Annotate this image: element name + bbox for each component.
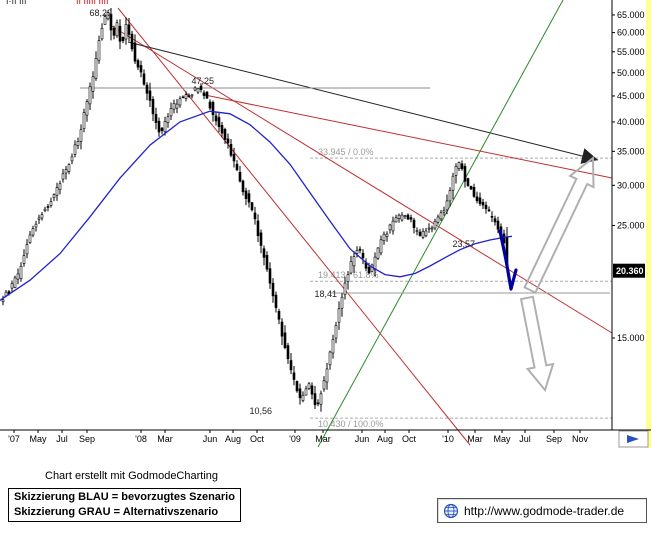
scroll-right-icon[interactable] (618, 430, 649, 448)
svg-text:50.000: 50.000 (617, 68, 645, 78)
svg-text:'10: '10 (442, 434, 454, 444)
x-axis-labels: '07 May Jul Sep '08 Mar Jun Aug Oct '09 Mar Jun Aug O… (8, 430, 588, 444)
gray-up-arrow-sketch (523, 155, 595, 294)
svg-text:Jul: Jul (56, 434, 68, 444)
globe-icon (443, 503, 459, 519)
svg-text:'08: '08 (135, 434, 147, 444)
clipped-header-text-red: ıı ııııı ıııı (76, 0, 109, 6)
created-with-text: Chart erstellt mit GodmodeCharting (45, 470, 219, 482)
svg-text:Mar: Mar (157, 434, 173, 444)
price-annotations: 68,29 47,25 23,57 18,41 10,56 (89, 8, 475, 416)
price-chart: ı·ıı ııı ıı ııııı ıııı 33.945 / 0.0% 19.413… (0, 0, 651, 450)
moving-average-line (0, 110, 513, 301)
svg-text:Mar: Mar (467, 434, 483, 444)
legend-blue-scenario-text: Skizzierung BLAU = bevorzugtes Szenario (14, 491, 235, 503)
svg-text:65.000: 65.000 (617, 10, 645, 20)
svg-text:Sep: Sep (546, 434, 562, 444)
svg-text:25.000: 25.000 (617, 220, 645, 230)
svg-text:45.000: 45.000 (617, 91, 645, 101)
svg-text:23,57: 23,57 (452, 239, 475, 249)
svg-text:18,41: 18,41 (314, 289, 337, 299)
svg-text:55.000: 55.000 (617, 47, 645, 57)
svg-text:'07: '07 (8, 434, 20, 444)
svg-text:Oct: Oct (402, 434, 417, 444)
current-price-box: 20.360 (613, 263, 645, 278)
svg-text:May: May (29, 434, 47, 444)
svg-text:Aug: Aug (225, 434, 241, 444)
svg-text:Oct: Oct (250, 434, 265, 444)
gray-down-arrow-sketch (519, 295, 555, 393)
trendlines (80, 0, 613, 448)
svg-text:68,29: 68,29 (89, 8, 112, 18)
svg-text:20.360: 20.360 (616, 266, 644, 276)
svg-text:10.430 / 100.0%: 10.430 / 100.0% (318, 419, 384, 429)
website-box: http://www.godmode-trader.de (437, 498, 647, 523)
candlestick-series (1, 8, 509, 412)
y-axis-labels: 65.000 60.000 55.000 50.000 45.000 40.000 35.0… (612, 10, 645, 343)
svg-text:'09: '09 (289, 434, 301, 444)
svg-text:30.000: 30.000 (617, 180, 645, 190)
svg-text:60.000: 60.000 (617, 28, 645, 38)
svg-text:May: May (493, 434, 511, 444)
svg-text:35.000: 35.000 (617, 146, 645, 156)
svg-text:Jun: Jun (203, 434, 218, 444)
svg-text:Mar: Mar (315, 434, 331, 444)
svg-text:Nov: Nov (572, 434, 589, 444)
website-url[interactable]: http://www.godmode-trader.de (464, 503, 625, 518)
svg-text:Sep: Sep (79, 434, 95, 444)
scenario-legend-box: Skizzierung BLAU = bevorzugtes Szenario … (8, 488, 241, 522)
blue-scenario-sketch (498, 229, 518, 291)
clipped-header-text-left: ı·ıı ııı (6, 0, 27, 6)
page-yellow-strip (646, 0, 651, 448)
chart-background (0, 0, 651, 450)
svg-text:Jul: Jul (519, 434, 531, 444)
svg-text:33.945 / 0.0%: 33.945 / 0.0% (318, 147, 374, 157)
legend-gray-scenario-text: Skizzierung GRAU = Alternativszenario (14, 506, 219, 518)
svg-text:Aug: Aug (377, 434, 393, 444)
svg-text:15.000: 15.000 (617, 333, 645, 343)
svg-text:10,56: 10,56 (249, 406, 272, 416)
svg-text:40.000: 40.000 (617, 117, 645, 127)
svg-text:47,25: 47,25 (191, 76, 214, 86)
svg-text:Jun: Jun (355, 434, 370, 444)
